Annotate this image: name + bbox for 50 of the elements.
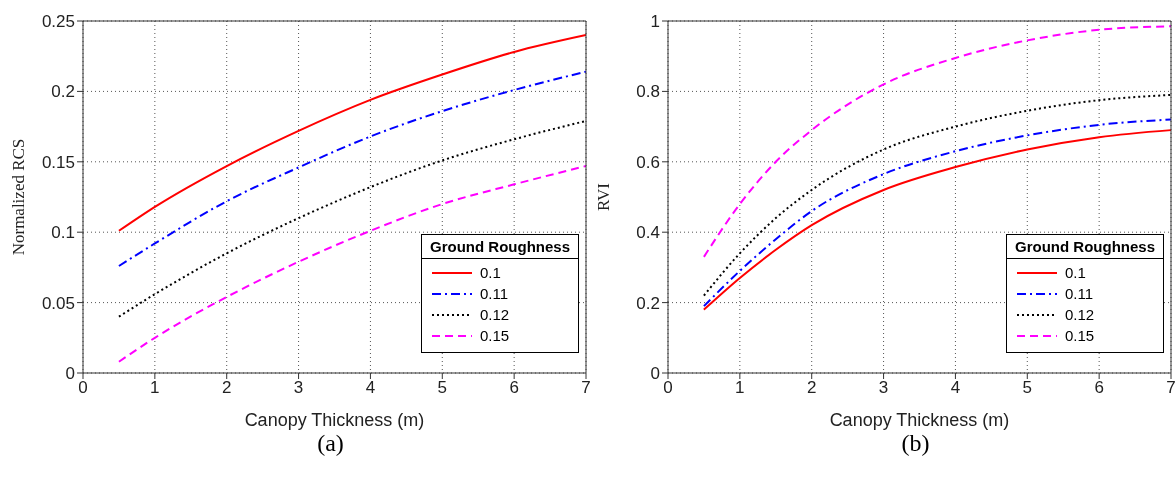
x-tick-label: 6 (509, 378, 519, 398)
legend-label: 0.15 (1065, 327, 1095, 344)
x-tick-label: 5 (1022, 378, 1033, 398)
legend-title: Ground Roughness (422, 238, 578, 259)
legend-label: 0.1 (480, 264, 501, 281)
line-series (117, 34, 586, 232)
y-axis-title: Normalized RCS (9, 138, 29, 256)
line-series (702, 25, 1171, 258)
line-series (117, 165, 586, 363)
x-tick-label: 1 (150, 378, 160, 398)
legend-label: 0.12 (480, 306, 510, 323)
x-tick-label: 4 (365, 378, 376, 398)
y-tick-label: 0.15 (41, 152, 75, 172)
x-tick-label: 6 (1094, 378, 1104, 398)
legend-title: Ground Roughness (1007, 238, 1163, 259)
line-series (117, 119, 586, 318)
x-tick-label: 4 (950, 378, 961, 398)
text: (b) (900, 430, 931, 457)
x-tick-label: 5 (437, 378, 448, 398)
y-tick-label: 0.2 (636, 293, 660, 313)
x-tick-label: 1 (735, 378, 745, 398)
x-tick-label: 0 (78, 378, 88, 398)
x-tick-label: 3 (878, 378, 889, 398)
y-tick-label: 0.1 (51, 223, 75, 243)
y-tick-label: 0 (65, 364, 75, 384)
legend-label: 0.11 (1065, 285, 1094, 302)
y-tick-label: 0.6 (636, 152, 660, 172)
line-series (702, 93, 1171, 297)
x-tick-label: 7 (1166, 378, 1175, 398)
legend-label: 0.12 (1065, 306, 1095, 323)
y-tick-label: 1 (650, 12, 660, 32)
legend-label: 0.11 (480, 285, 509, 302)
y-tick-label: 0.2 (51, 82, 75, 102)
y-tick-label: 0.05 (41, 293, 75, 313)
x-axis-title: Canopy Thickness (m) (829, 410, 1010, 430)
text: (a) (316, 430, 345, 457)
legend-label: 0.15 (480, 327, 510, 344)
y-axis-title: RVI (594, 182, 614, 211)
x-tick-label: 2 (806, 378, 817, 398)
x-axis-title: Canopy Thickness (m) (244, 410, 425, 430)
legend-label: 0.1 (1065, 264, 1086, 281)
line-series (117, 70, 586, 267)
x-tick-label: 7 (581, 378, 591, 398)
y-tick-label: 0.8 (636, 82, 660, 102)
x-tick-label: 3 (293, 378, 304, 398)
x-tick-label: 2 (221, 378, 232, 398)
y-tick-label: 0 (650, 364, 660, 384)
x-tick-label: 0 (663, 378, 673, 398)
y-tick-label: 0.25 (41, 12, 75, 32)
y-tick-label: 0.4 (636, 223, 660, 243)
